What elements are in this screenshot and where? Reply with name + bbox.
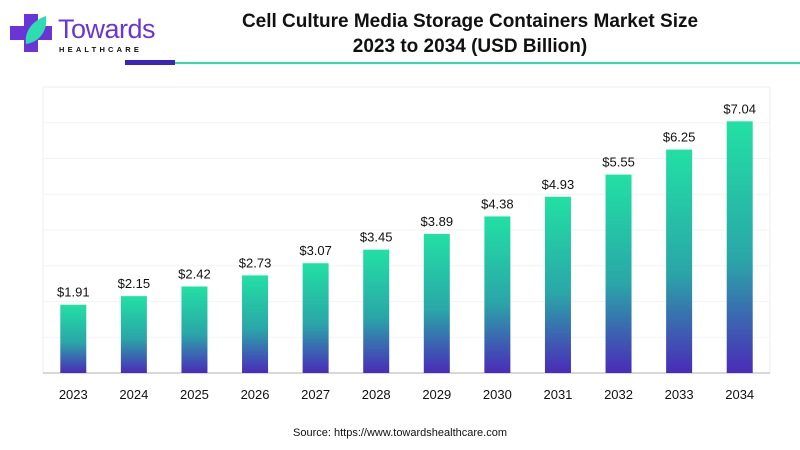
bar-2028 (363, 249, 390, 373)
x-tick-label: 2028 (362, 387, 391, 402)
bar-2027 (302, 263, 329, 373)
logo-name: Towards (58, 14, 156, 44)
data-label: $3.89 (421, 214, 454, 229)
x-tick-label: 2032 (604, 387, 633, 402)
x-tick-label: 2033 (665, 387, 694, 402)
x-tick-label: 2030 (483, 387, 512, 402)
data-label: $6.25 (663, 130, 696, 145)
x-tick-label: 2023 (59, 387, 88, 402)
title-line-1: Cell Culture Media Storage Containers Ma… (241, 11, 699, 32)
bar-2026 (242, 275, 269, 373)
logo-subtitle: HEALTHCARE (59, 45, 143, 54)
x-tick-label: 2024 (119, 387, 148, 402)
x-tick-label: 2027 (301, 387, 330, 402)
data-label: $7.04 (723, 101, 756, 116)
data-label: $5.55 (602, 155, 635, 170)
logo: Towards HEALTHCARE (10, 12, 156, 54)
x-tick-label: 2026 (241, 387, 270, 402)
data-label: $3.45 (360, 230, 393, 245)
x-tick-label: 2029 (422, 387, 451, 402)
bar-2024 (120, 296, 147, 373)
data-label: $2.73 (239, 255, 272, 270)
header-divider (175, 62, 800, 64)
bar-2029 (423, 233, 450, 373)
header-accent-bar (125, 60, 175, 65)
bar-2033 (666, 149, 693, 373)
chart-title: Cell Culture Media Storage Containers Ma… (170, 9, 770, 59)
bar-2023 (60, 304, 87, 373)
x-tick-label: 2034 (725, 387, 754, 402)
data-label: $4.93 (542, 177, 575, 192)
data-label: $2.42 (178, 266, 211, 281)
data-label: $2.15 (118, 276, 151, 291)
source-note: Source: https://www.towardshealthcare.co… (293, 427, 507, 439)
title-line-2: 2023 to 2034 (USD Billion) (352, 36, 588, 57)
bar-2032 (605, 174, 632, 373)
bar-2031 (544, 196, 571, 373)
bar-2034 (726, 121, 753, 373)
data-label: $1.91 (57, 285, 90, 300)
x-tick-label: 2025 (180, 387, 209, 402)
bar-2025 (181, 286, 208, 373)
data-label: $3.07 (299, 243, 332, 258)
data-label: $4.38 (481, 196, 514, 211)
logo-cross-icon (10, 14, 52, 52)
bar-2030 (484, 216, 511, 373)
x-tick-label: 2031 (543, 387, 572, 402)
